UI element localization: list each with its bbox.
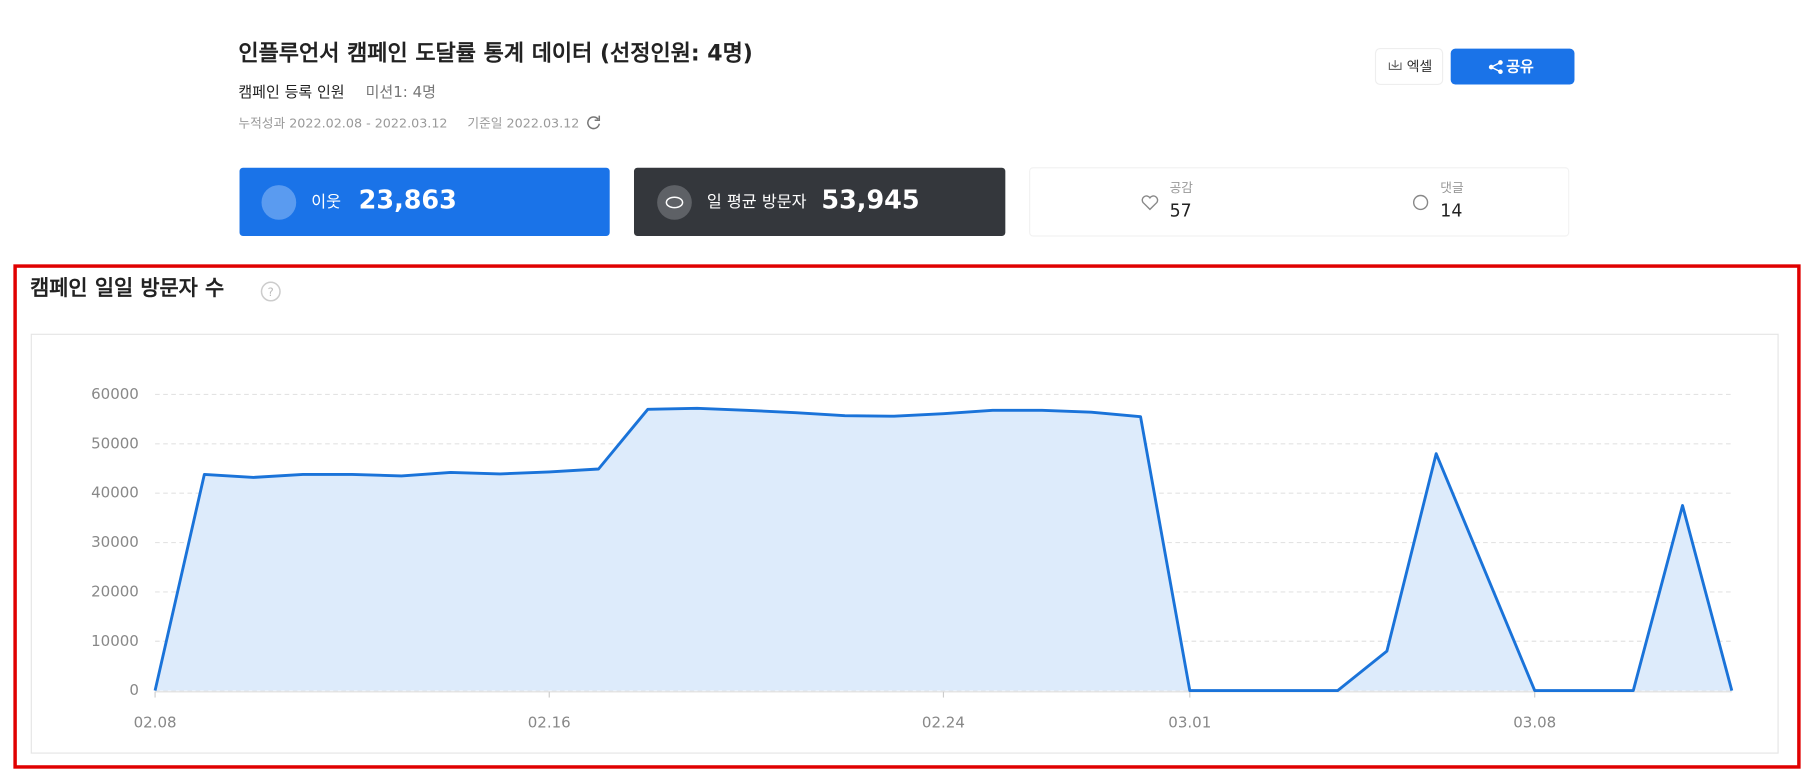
- like-icon: [1141, 195, 1159, 211]
- y-tick-label: 60000: [91, 385, 139, 403]
- y-tick-label: 30000: [91, 533, 139, 551]
- comment-icon: [1412, 194, 1429, 211]
- excel-button[interactable]: 엑셀: [1374, 48, 1444, 86]
- y-tick-label: 10000: [91, 632, 139, 650]
- visitors-icon: [657, 185, 692, 220]
- base-date: 기준일 2022.03.12: [467, 115, 579, 130]
- x-tick-label: 02.16: [528, 714, 571, 732]
- page-title: 인플루언서 캠페인 도달률 통계 데이터 (선정인원: 4명): [238, 41, 752, 66]
- neighbors-icon: [261, 185, 297, 220]
- mission: 미션1: 4명: [366, 83, 436, 101]
- comments-value: 14: [1440, 202, 1462, 222]
- neighbors-value: 23,863: [359, 184, 457, 214]
- line: [153, 406, 1734, 693]
- area-fill: [155, 408, 1732, 691]
- plot: 0 10000 20000 30000 40000 50000 60000 02.08 02.1…: [91, 385, 1734, 732]
- neighbors-card: [239, 167, 610, 236]
- visitors-value: 53,945: [821, 184, 919, 214]
- likes-label: 공감: [1170, 180, 1194, 195]
- visitors-label: 일 평균 방문자: [707, 192, 807, 211]
- y-tick-label: 0: [129, 681, 139, 699]
- period: 누적성과 2022.02.08 - 2022.03.12: [238, 115, 447, 130]
- x-tick-label: 03.08: [1513, 714, 1556, 732]
- visitors-card: [633, 167, 1006, 236]
- y-tick-label: 40000: [91, 484, 139, 502]
- likes-value: 57: [1170, 202, 1192, 222]
- x-tick-label: 02.24: [922, 714, 965, 732]
- help-icon[interactable]: ?: [260, 281, 281, 302]
- x-tick-label: 02.08: [134, 714, 177, 732]
- refresh-icon[interactable]: [587, 115, 601, 130]
- chart-title: 캠페인 일일 방문자 수: [30, 276, 224, 300]
- y-tick-label: 20000: [91, 582, 139, 600]
- comments-label: 댓글: [1440, 180, 1464, 195]
- x-tick-label: 03.01: [1168, 714, 1211, 732]
- highlight-box: [13, 264, 1801, 769]
- share-label: 공유: [1506, 58, 1534, 76]
- excel-label: 엑셀: [1407, 59, 1433, 75]
- share-button[interactable]: 공유: [1450, 48, 1575, 85]
- registered-label: 캠페인 등록 인원: [238, 83, 344, 101]
- neighbors-label: 이웃: [311, 192, 341, 211]
- y-tick-label: 50000: [91, 434, 139, 452]
- reaction-card: [1029, 167, 1570, 237]
- svg-text:?: ?: [268, 285, 274, 299]
